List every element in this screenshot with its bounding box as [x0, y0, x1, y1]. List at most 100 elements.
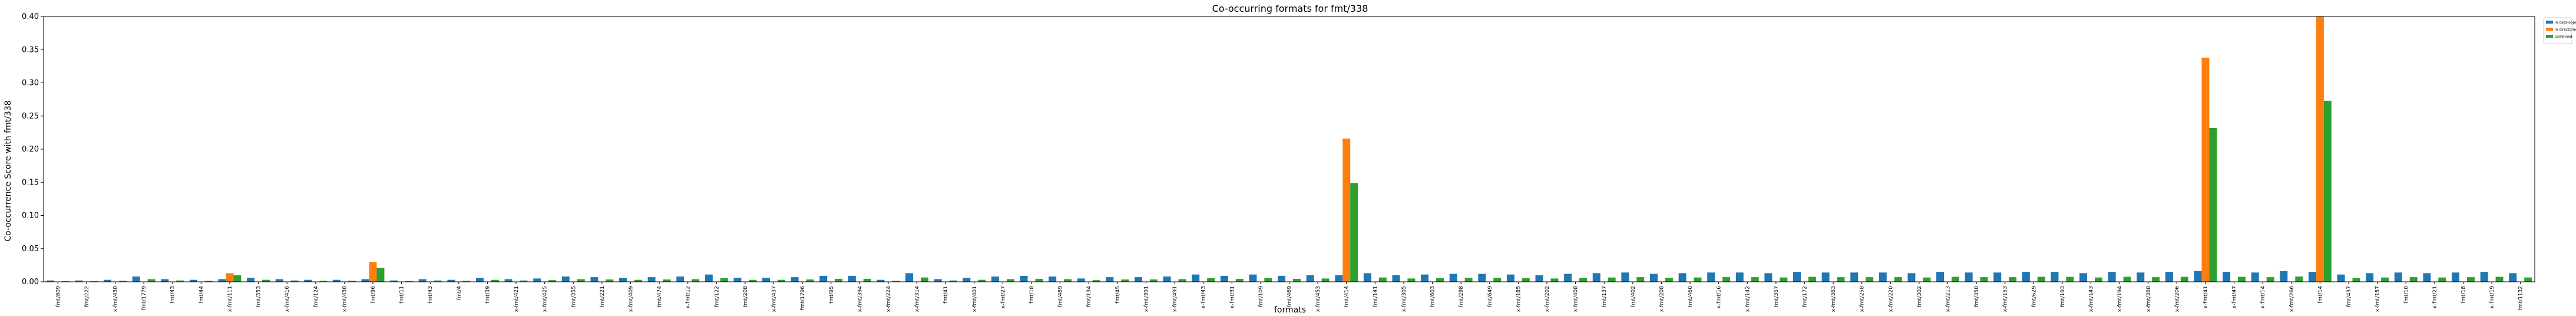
bar-2-70: [2066, 276, 2074, 282]
x-tick-label-30: x-fmt/314: [915, 286, 921, 312]
bar-1-6: [226, 273, 234, 282]
y-tick-label-4: 0.20: [22, 145, 39, 154]
bar-0-82: [2394, 272, 2402, 282]
x-tick-label-6: x-fmt/111: [227, 286, 233, 312]
bar-2-24: [749, 279, 757, 282]
x-tick-label-21: fmt/474: [657, 286, 663, 307]
bar-2-81: [2381, 277, 2389, 282]
bar-2-26: [806, 279, 814, 282]
bar-2-9: [319, 281, 328, 282]
bar-2-66: [1951, 276, 1959, 282]
legend: in data-objects in directories combined: [2543, 17, 2576, 44]
x-tick-label-0: fmt/809: [55, 286, 61, 307]
bar-2-40: [1207, 278, 1215, 282]
bar-2-55: [1636, 277, 1645, 282]
x-tick-label-66: x-fmt/213: [1946, 286, 1952, 312]
bar-2-50: [1493, 278, 1502, 282]
bar-0-34: [1020, 275, 1028, 282]
bar-0-24: [733, 278, 742, 282]
bar-2-56: [1665, 278, 1673, 282]
bar-2-64: [1894, 277, 1902, 282]
bar-2-14: [462, 281, 471, 282]
y-tick-label-2: 0.10: [22, 212, 39, 220]
x-axis-title: formats: [1274, 305, 1306, 315]
bar-0-51: [1506, 274, 1514, 282]
x-tick-label-48: fmt/603: [1430, 286, 1436, 307]
bar-2-47: [1407, 278, 1416, 282]
bar-0-63: [1850, 272, 1859, 282]
x-tick-label-62: x-fmt/383: [1831, 286, 1837, 312]
x-tick-label-25: x-fmt/437: [772, 286, 778, 312]
bar-0-62: [1821, 272, 1830, 282]
bar-2-12: [405, 281, 414, 282]
x-tick-label-67: fmt/350: [1974, 286, 1980, 307]
bar-0-28: [848, 275, 856, 282]
y-tick-label-7: 0.35: [22, 45, 39, 54]
bar-0-52: [1535, 275, 1543, 282]
bar-0-85: [2480, 272, 2488, 282]
bar-2-57: [1694, 277, 1702, 282]
x-tick-label-3: fmt/1779: [141, 286, 147, 311]
bar-2-53: [1579, 278, 1588, 282]
bar-0-84: [2452, 272, 2459, 282]
bar-0-7: [247, 278, 255, 282]
x-tick-label-68: x-fmt/153: [2003, 286, 2009, 312]
x-tick-label-29: x-fmt/224: [886, 286, 892, 312]
legend-swatch-0: [2546, 21, 2553, 24]
bar-0-74: [2165, 272, 2173, 282]
x-tick-label-36: fmt/134: [1086, 286, 1092, 307]
x-tick-label-38: x-fmt/391: [1143, 286, 1149, 312]
bar-2-6: [233, 275, 242, 282]
bar-2-80: [2352, 278, 2360, 282]
bar-2-31: [949, 280, 957, 282]
legend-label-1: in directories: [2555, 28, 2576, 32]
x-tick-label-18: fmt/355: [571, 286, 577, 307]
bar-2-5: [204, 281, 213, 282]
bar-0-15: [476, 278, 484, 282]
bar-0-81: [2366, 273, 2374, 282]
bar-0-77: [2251, 272, 2259, 282]
bar-0-45: [1335, 275, 1343, 282]
bar-2-67: [1980, 277, 1988, 282]
bar-2-43: [1292, 278, 1301, 282]
bar-0-6: [218, 279, 226, 282]
bar-2-38: [1149, 279, 1158, 282]
bar-0-72: [2108, 272, 2116, 282]
x-tick-label-42: fmt/109: [1258, 286, 1264, 307]
y-tick-label-1: 0.05: [22, 245, 39, 254]
bar-0-44: [1306, 275, 1314, 282]
bar-2-30: [921, 277, 929, 282]
bar-2-76: [2238, 276, 2246, 282]
bar-2-41: [1235, 278, 1244, 282]
bar-2-35: [1064, 279, 1072, 282]
bar-2-2: [119, 281, 127, 282]
bar-2-25: [778, 279, 785, 282]
bar-0-18: [561, 276, 570, 282]
bar-0-60: [1764, 273, 1773, 282]
bar-0-2: [104, 279, 112, 282]
x-tick-label-85: x-fmt/19: [2489, 286, 2495, 309]
y-tick-label-6: 0.30: [22, 79, 39, 88]
bar-2-19: [606, 279, 614, 282]
bar-0-38: [1135, 277, 1142, 282]
x-tick-label-24: fmt/208: [743, 286, 749, 307]
x-tick-label-17: x-fmt/425: [543, 286, 548, 312]
x-tick-label-69: fmt/629: [2031, 286, 2037, 307]
bar-1-75: [2201, 57, 2210, 282]
bar-2-60: [1780, 277, 1788, 282]
bar-0-53: [1564, 274, 1572, 282]
bar-2-74: [2180, 276, 2188, 282]
plot-area: [43, 16, 2535, 282]
bar-0-42: [1249, 274, 1257, 282]
bar-2-63: [1866, 277, 1874, 282]
x-tick-label-73: x-fmt/388: [2146, 286, 2152, 312]
bar-0-20: [619, 278, 627, 282]
legend-swatch-1: [2546, 28, 2553, 31]
bar-2-7: [262, 279, 270, 282]
bar-0-80: [2337, 274, 2345, 282]
bar-0-56: [1649, 274, 1658, 282]
bar-0-75: [2194, 271, 2202, 282]
x-tick-label-58: x-fmt/16: [1717, 286, 1722, 309]
x-tick-label-49: fmt/298: [1459, 286, 1464, 307]
bar-0-78: [2280, 271, 2288, 282]
